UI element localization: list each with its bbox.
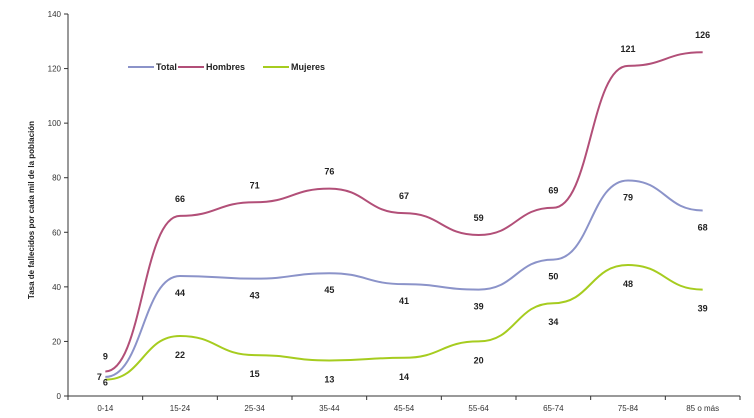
data-label: 14 [399, 372, 409, 382]
y-tick-label: 140 [48, 10, 62, 19]
series-line-hombres [105, 51, 703, 373]
y-tick-label: 120 [48, 65, 62, 74]
y-tick-label: 80 [52, 174, 61, 183]
series-line-mujeres [105, 264, 703, 381]
legend-label-mujeres: Mujeres [291, 62, 325, 72]
y-tick-label: 20 [52, 337, 61, 346]
y-tick-label: 60 [52, 228, 61, 237]
data-label: 79 [623, 192, 633, 202]
y-axis-ticks: 0 20 40 60 80 100 120 140 [48, 10, 68, 401]
x-tick-label: 55-64 [468, 404, 489, 413]
data-label: 50 [548, 272, 558, 282]
x-tick-label: 85 o más [686, 404, 719, 413]
x-tick-label: 15-24 [170, 404, 191, 413]
data-label: 71 [250, 180, 260, 190]
y-tick-label: 0 [57, 392, 62, 401]
x-tick-label: 0-14 [97, 404, 114, 413]
x-tick-label: 75-84 [618, 404, 639, 413]
legend: Total Hombres Mujeres [128, 62, 325, 72]
data-label: 39 [698, 304, 708, 314]
data-label: 45 [324, 285, 334, 295]
data-label: 41 [399, 296, 409, 306]
data-label: 7 [97, 372, 102, 382]
data-label: 48 [623, 279, 633, 289]
data-label: 20 [474, 355, 484, 365]
data-label: 59 [474, 213, 484, 223]
data-label: 67 [399, 191, 409, 201]
y-tick-label: 100 [48, 119, 62, 128]
series-line-total [105, 179, 703, 378]
y-tick-label: 40 [52, 283, 61, 292]
data-labels: 7 44 43 45 41 39 50 79 68 9 66 71 76 67 59 69 121 126 6 22 1… [97, 30, 710, 387]
data-label: 13 [324, 375, 334, 385]
data-label: 6 [103, 378, 108, 388]
data-label: 34 [548, 317, 558, 327]
x-axis-ticks: 0-14 15-24 25-34 35-44 45-54 55-64 65-74 75-84 8… [67, 396, 741, 413]
axes [67, 14, 740, 397]
legend-label-total: Total [156, 62, 177, 72]
x-tick-label: 45-54 [394, 404, 415, 413]
data-label: 39 [474, 302, 484, 312]
data-label: 9 [103, 351, 108, 361]
series-lines [105, 51, 703, 381]
data-label: 22 [175, 350, 185, 360]
data-label: 126 [695, 30, 710, 40]
y-axis-title: Tasa de fallecidos por cada mil de la po… [27, 121, 36, 299]
data-label: 43 [250, 291, 260, 301]
data-label: 68 [698, 222, 708, 232]
x-tick-label: 25-34 [244, 404, 265, 413]
data-label: 66 [175, 194, 185, 204]
data-label: 76 [324, 167, 334, 177]
data-label: 15 [250, 369, 260, 379]
data-label: 44 [175, 288, 185, 298]
data-label: 121 [620, 44, 635, 54]
legend-label-hombres: Hombres [206, 62, 245, 72]
x-tick-label: 35-44 [319, 404, 340, 413]
x-tick-label: 65-74 [543, 404, 564, 413]
data-label: 69 [548, 186, 558, 196]
